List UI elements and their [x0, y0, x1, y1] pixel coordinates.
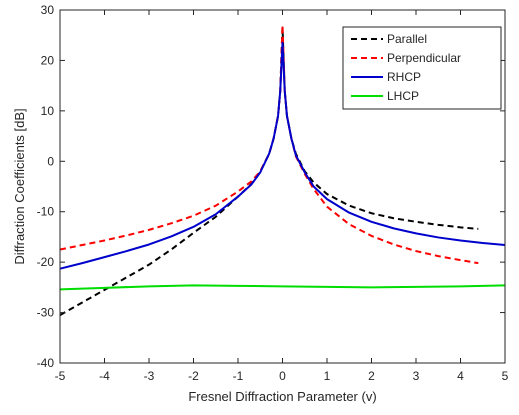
legend: Parallel Perpendicular RHCP LHCP — [342, 26, 502, 110]
legend-label-parallel: Parallel — [387, 32, 427, 46]
x-tick-label: -2 — [188, 369, 199, 383]
x-tick-label: -3 — [144, 369, 155, 383]
x-tick-label: 1 — [324, 369, 331, 383]
legend-label-rhcp: RHCP — [387, 70, 421, 84]
x-tick-label: -5 — [55, 369, 66, 383]
x-tick-label: 3 — [413, 369, 420, 383]
y-tick-label: -20 — [37, 255, 55, 269]
x-tick-label: 0 — [279, 369, 286, 383]
y-tick-label: 0 — [47, 154, 54, 168]
x-tick-label: 5 — [502, 369, 509, 383]
x-tick-label: -4 — [99, 369, 110, 383]
x-tick-label: 2 — [368, 369, 375, 383]
y-tick-label: 30 — [41, 3, 55, 17]
series-layer — [59, 24, 506, 316]
legend-label-perpendicular: Perpendicular — [387, 51, 461, 65]
y-tick-label: 20 — [41, 53, 55, 67]
y-tick-label: 10 — [41, 104, 55, 118]
x-tick-label: -1 — [233, 369, 244, 383]
series-line-lhcp — [59, 284, 506, 291]
series-line-rhcp — [59, 41, 506, 270]
y-tick-label: -30 — [37, 306, 55, 320]
legend-label-lhcp: LHCP — [387, 89, 419, 103]
y-tick-label: -10 — [37, 205, 55, 219]
y-tick-label: -40 — [37, 356, 55, 370]
x-axis-title: Fresnel Diffraction Parameter (v) — [188, 389, 376, 404]
y-axis-title: Diffraction Coefficients [dB] — [12, 108, 27, 264]
x-tick-label: 4 — [457, 369, 464, 383]
